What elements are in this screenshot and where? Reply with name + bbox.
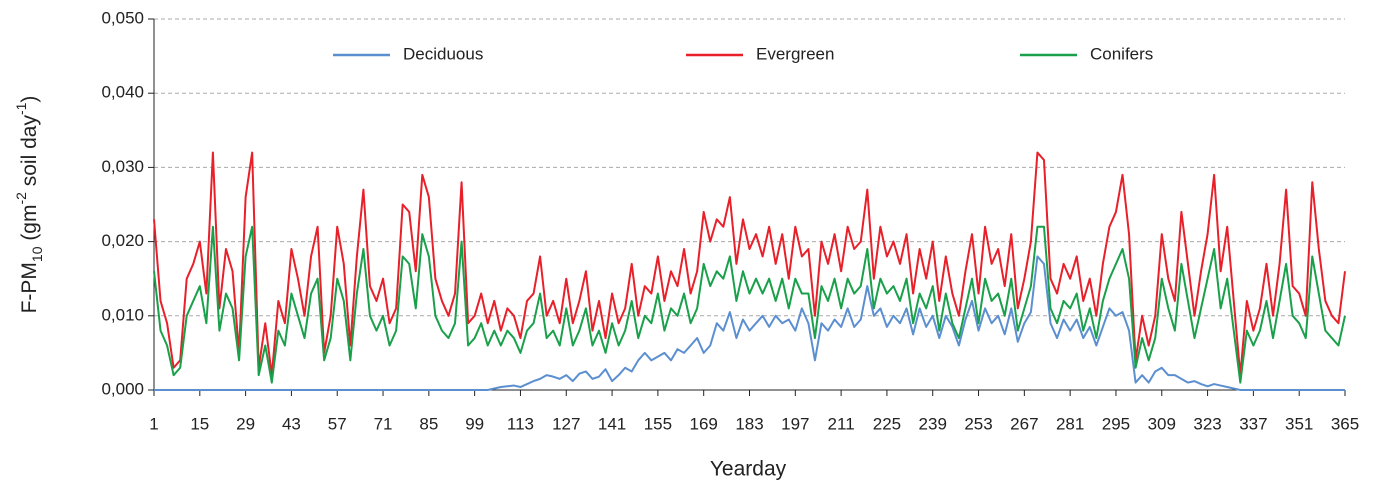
x-tick-label: 365 (1331, 414, 1359, 433)
y-tick-label: 0,030 (101, 157, 144, 176)
y-axis-label-part: soil day (18, 115, 41, 193)
x-tick-label: 127 (552, 414, 580, 433)
x-tick-label: 57 (328, 414, 347, 433)
series-line (154, 255, 1345, 391)
x-tick-label: 183 (735, 414, 763, 433)
x-tick-label: 71 (374, 414, 393, 433)
x-tick-label: 337 (1239, 414, 1267, 433)
x-tick-label: 197 (781, 414, 809, 433)
y-axis-label-part: ) (18, 96, 41, 103)
y-axis-label-part: -1 (13, 102, 29, 115)
y-axis-label: F-PM10 (gm-2 soil day-1) (13, 96, 45, 314)
x-tick-label: 323 (1193, 414, 1221, 433)
x-tick-label: 141 (598, 414, 626, 433)
legend-label: Evergreen (756, 44, 834, 63)
x-tick-label: 85 (419, 414, 438, 433)
x-tick-label: 1 (149, 414, 158, 433)
x-tick-label: 29 (236, 414, 255, 433)
y-tick-label: 0,050 (101, 8, 144, 27)
y-axis-label-part: 10 (29, 246, 45, 262)
x-tick-label: 267 (1010, 414, 1038, 433)
series-line (153, 151, 1346, 377)
y-axis-label-part: -2 (13, 192, 29, 205)
y-tick-label: 0,000 (101, 379, 144, 398)
x-tick-label: 155 (644, 414, 672, 433)
x-tick-label: 281 (1056, 414, 1084, 433)
x-axis-label: Yearday (710, 458, 787, 481)
x-tick-label: 211 (828, 414, 855, 433)
x-tick-label: 253 (964, 414, 992, 433)
legend-label: Conifers (1090, 44, 1153, 63)
x-tick-label: 15 (190, 414, 209, 433)
x-tick-label: 169 (690, 414, 718, 433)
legend-label: Deciduous (403, 44, 483, 63)
x-tick-label: 99 (465, 414, 484, 433)
y-tick-label: 0,040 (101, 83, 144, 102)
x-tick-label: 113 (507, 414, 534, 433)
x-tick-label: 239 (919, 414, 947, 433)
series-line (153, 225, 1346, 384)
x-tick-label: 351 (1285, 414, 1313, 433)
y-tick-label: 0,020 (101, 231, 144, 250)
y-axis-label-part: F-PM (18, 262, 41, 313)
x-tick-label: 43 (282, 414, 301, 433)
x-tick-label: 225 (873, 414, 901, 433)
y-axis-label-part: (gm (18, 205, 41, 247)
x-tick-label: 309 (1148, 414, 1176, 433)
y-tick-label: 0,010 (101, 305, 144, 324)
x-tick-label: 295 (1102, 414, 1130, 433)
